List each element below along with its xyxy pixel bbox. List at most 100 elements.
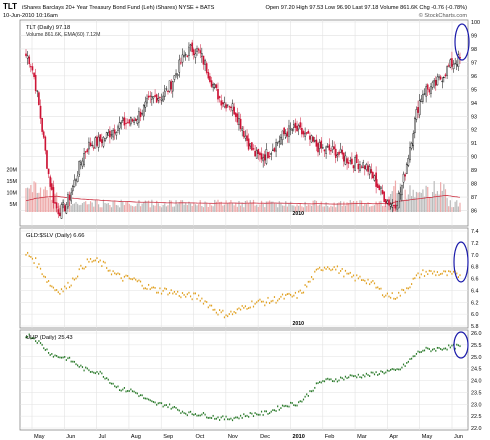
volume-bar [225, 200, 227, 212]
tlt-candle [364, 165, 366, 170]
uup-point [325, 378, 327, 381]
volume-bar [212, 206, 214, 212]
volume-bar [346, 202, 348, 212]
gld-slv-point [188, 291, 190, 294]
highlight-circle-ratio [453, 241, 469, 283]
gld-slv-point [225, 314, 227, 317]
uup-point [272, 409, 274, 412]
volume-bar [86, 204, 88, 212]
gld-slv-point [322, 269, 324, 272]
volume-bar [335, 207, 337, 212]
tlt-candle [130, 117, 132, 125]
tlt-candle [109, 130, 111, 138]
tlt-candle [136, 119, 139, 124]
source-credit: © StockCharts.com [419, 12, 468, 19]
gld-slv-point [62, 290, 64, 293]
volume-bar [88, 204, 90, 212]
uup-point [286, 405, 288, 408]
tlt-candle [191, 42, 193, 53]
ratio-ytick-label: 6.8 [471, 265, 479, 271]
gld-slv-point [314, 270, 316, 273]
volume-bar [380, 200, 382, 212]
uup-point [406, 362, 408, 364]
uup-point [91, 370, 93, 373]
volume-bar [296, 204, 298, 212]
uup-point [146, 397, 148, 400]
tlt-candle [233, 106, 235, 115]
volume-bar [73, 203, 76, 212]
volume-bar [327, 205, 329, 212]
gld-slv-point [185, 295, 187, 298]
tlt-ytick-label: 90 [471, 155, 477, 161]
uup-point [206, 416, 208, 419]
uup-point [236, 416, 238, 419]
tlt-candle [70, 192, 72, 202]
uup-point [451, 344, 453, 347]
gld-slv-point [233, 311, 235, 313]
uup-point [59, 356, 61, 359]
gld-slv-point [104, 261, 106, 264]
gld-slv-point [115, 273, 117, 276]
volume-bar [370, 206, 372, 212]
gld-slv-point [201, 297, 203, 300]
volume-bar [344, 205, 347, 212]
volume-bar [185, 202, 187, 212]
tlt-candle [112, 130, 114, 138]
volume-bar [235, 203, 237, 212]
uup-point [72, 360, 74, 363]
uup-point [83, 369, 85, 372]
gld-slv-point [307, 280, 309, 283]
tlt-candle [273, 148, 276, 152]
gld-slv-point [275, 301, 277, 304]
tlt-candle [44, 136, 47, 151]
tlt-ytick-label: 100 [471, 20, 480, 26]
tlt-candle [396, 205, 398, 210]
tlt-candle [326, 146, 329, 148]
uup-point [360, 376, 363, 379]
volume-bar [430, 197, 432, 212]
uup-point [422, 349, 424, 352]
tlt-candle [241, 128, 243, 131]
gld-slv-point [77, 275, 79, 278]
uup-point [269, 412, 271, 415]
tlt-candle [231, 103, 234, 111]
gld-slv-point [362, 279, 364, 282]
tlt-candle [160, 98, 163, 101]
tlt-candle [339, 148, 342, 153]
uup-point [399, 368, 401, 371]
tlt-candle [457, 54, 460, 67]
volume-bar [154, 205, 156, 212]
uup-point [459, 345, 461, 348]
gld-slv-point [130, 278, 132, 280]
tlt-candle [430, 86, 432, 94]
volume-bar [357, 206, 359, 212]
tlt-candle [73, 179, 76, 187]
gld-slv-point [46, 281, 48, 283]
gld-slv-point [114, 272, 116, 275]
tlt-candle [330, 150, 332, 152]
gld-slv-point [372, 279, 374, 282]
volume-bar [331, 206, 334, 212]
gld-slv-point [73, 278, 76, 281]
uup-point [125, 390, 127, 393]
volume-bar [252, 199, 255, 212]
volume-bar [286, 206, 288, 212]
uup-point [262, 414, 264, 416]
uup-point [249, 412, 251, 414]
header-quote: Open 97.20 High 97.53 Low 96.90 Last 97.… [265, 5, 467, 11]
tlt-candle [386, 200, 389, 204]
tlt-candle [384, 198, 387, 204]
gld-slv-point [189, 295, 192, 298]
tlt-candle [270, 153, 273, 155]
gld-slv-point [181, 292, 184, 294]
tlt-candle [301, 127, 303, 135]
gld-slv-point [407, 287, 409, 290]
gld-slv-point [293, 294, 295, 297]
tlt-ytick-label: 99 [471, 33, 477, 39]
uup-point [369, 375, 371, 377]
volume-bar [209, 203, 211, 212]
gld-slv-point [106, 267, 108, 269]
tlt-ytick-label: 92 [471, 128, 477, 134]
volume-bar [289, 201, 292, 212]
tlt-candle [426, 84, 429, 90]
